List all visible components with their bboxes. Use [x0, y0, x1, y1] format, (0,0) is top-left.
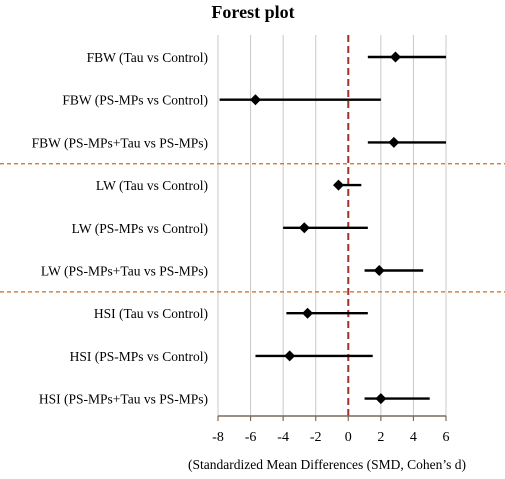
x-axis: -8 -6 -4 -2 0 2 4 6	[212, 415, 450, 445]
point-estimate-diamond	[388, 136, 400, 148]
row-label: FBW (PS-MPs+Tau vs PS-MPs)	[32, 135, 208, 150]
point-estimate-diamond	[375, 393, 387, 405]
point-estimate-diamond	[373, 265, 385, 276]
group-separators	[0, 163, 505, 293]
row-label: HSI (PS-MPs vs Control)	[70, 349, 208, 364]
grid-layer	[217, 35, 447, 416]
row-label: LW (PS-MPs vs Control)	[72, 221, 208, 236]
point-estimate-diamond	[333, 179, 345, 191]
row-label: FBW (Tau vs Control)	[87, 50, 208, 65]
x-tick-label: 0	[345, 430, 352, 445]
chart-title: Forest plot	[211, 2, 294, 22]
x-tick-label: -4	[277, 430, 289, 445]
row-labels: FBW (Tau vs Control) FBW (PS-MPs vs Contr…	[32, 50, 208, 407]
point-estimate-diamond	[302, 307, 314, 319]
x-axis-title: (Standardized Mean Differences (SMD, Coh…	[188, 457, 466, 472]
point-estimate-diamond	[390, 51, 402, 63]
row-label: FBW (PS-MPs vs Control)	[62, 93, 208, 108]
x-tick-label: 4	[410, 430, 417, 445]
row-label: LW (Tau vs Control)	[96, 178, 208, 193]
confidence-intervals	[219, 55, 446, 400]
x-tick-label: -2	[310, 430, 322, 445]
point-estimate-diamond	[284, 350, 296, 362]
row-label: HSI (PS-MPs+Tau vs PS-MPs)	[39, 392, 208, 407]
row-label: HSI (Tau vs Control)	[94, 306, 208, 321]
row-label: LW (PS-MPs+Tau vs PS-MPs)	[41, 264, 208, 279]
x-tick-label: -6	[245, 430, 257, 445]
point-estimates	[249, 51, 402, 405]
x-tick-label: -8	[212, 430, 224, 445]
x-tick-label: 2	[377, 430, 384, 445]
point-estimate-diamond	[298, 222, 310, 234]
point-estimate-diamond	[249, 94, 261, 106]
x-tick-label: 6	[443, 430, 450, 445]
